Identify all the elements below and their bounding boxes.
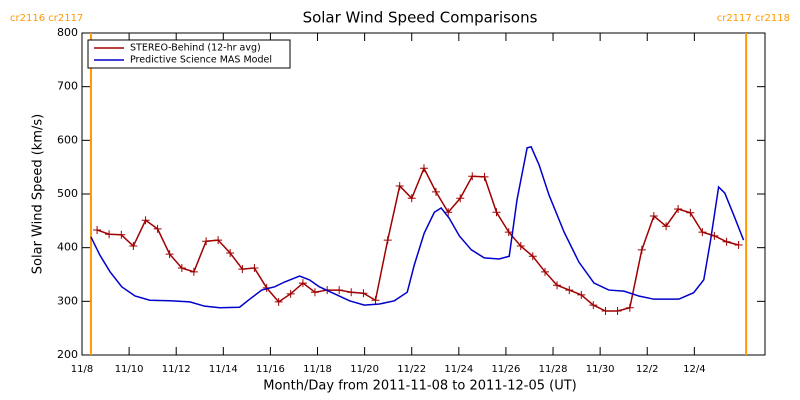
data-point — [589, 301, 598, 310]
data-point — [286, 289, 295, 298]
x-tick-label: 11/14 — [209, 364, 238, 375]
data-point — [226, 249, 235, 258]
data-point — [129, 242, 138, 251]
data-point — [310, 288, 319, 297]
data-point — [214, 236, 223, 245]
data-point — [528, 252, 537, 261]
data-point — [165, 250, 174, 259]
x-tick-label: 11/16 — [256, 364, 285, 375]
data-point — [601, 306, 610, 315]
data-point — [250, 264, 259, 273]
x-tick-label: 11/24 — [444, 364, 473, 375]
data-point — [625, 303, 634, 312]
data-point — [359, 289, 368, 298]
data-point — [444, 208, 453, 217]
legend-label: STEREO-Behind (12-hr avg) — [130, 43, 261, 54]
data-point — [480, 172, 489, 181]
x-tick-label: 11/30 — [586, 364, 615, 375]
data-point — [662, 222, 671, 231]
x-tick-label: 11/10 — [115, 364, 144, 375]
data-point — [504, 228, 513, 237]
data-point — [456, 194, 465, 203]
data-point — [177, 264, 186, 273]
legend-label: Predictive Science MAS Model — [130, 55, 272, 66]
data-point — [553, 281, 562, 290]
data-point — [431, 187, 440, 196]
data-point — [298, 279, 307, 288]
y-tick-label: 200 — [57, 348, 78, 361]
x-tick-label: 11/28 — [539, 364, 568, 375]
data-point — [637, 245, 646, 254]
data-point — [105, 230, 114, 239]
y-tick-label: 500 — [57, 187, 78, 200]
x-tick-label: 11/20 — [350, 364, 379, 375]
data-point — [395, 181, 404, 190]
data-point — [371, 296, 380, 305]
x-tick-label: 11/12 — [162, 364, 191, 375]
y-tick-label: 600 — [57, 133, 78, 146]
data-point — [649, 212, 658, 221]
data-point — [347, 288, 356, 297]
y-axis-label: Solar Wind Speed (km/s) — [31, 114, 46, 274]
data-point — [516, 242, 525, 251]
data-point — [565, 286, 574, 295]
x-tick-label: 12/2 — [636, 364, 658, 375]
y-tick-label: 700 — [57, 80, 78, 93]
rotation-label: cr2117 cr2118 — [717, 13, 790, 24]
y-tick-label: 800 — [57, 26, 78, 39]
chart-title: Solar Wind Speed Comparisons — [303, 9, 538, 27]
legend-box — [87, 39, 291, 69]
x-tick-label: 11/18 — [303, 364, 332, 375]
data-point — [492, 208, 501, 217]
data-point — [335, 286, 344, 295]
data-point — [189, 267, 198, 276]
data-point — [117, 230, 126, 239]
data-point — [613, 306, 622, 315]
x-tick-label: 11/8 — [71, 364, 93, 375]
data-point — [407, 194, 416, 203]
data-point — [93, 225, 102, 234]
data-point — [141, 216, 150, 225]
data-point — [274, 297, 283, 306]
data-point — [419, 164, 428, 173]
data-point — [541, 267, 550, 276]
x-tick-label: 11/26 — [492, 364, 521, 375]
data-point — [722, 237, 731, 246]
data-point — [698, 228, 707, 237]
data-point — [238, 265, 247, 274]
x-tick-label: 12/4 — [683, 364, 705, 375]
data-point — [577, 290, 586, 299]
data-point — [153, 224, 162, 233]
data-point — [468, 172, 477, 181]
x-axis-label: Month/Day from 2011-11-08 to 2011-12-05 … — [263, 379, 576, 394]
y-tick-label: 300 — [57, 294, 78, 307]
y-tick-label: 400 — [57, 241, 78, 254]
data-point — [734, 240, 743, 249]
rotation-label: cr2116 cr2117 — [10, 13, 83, 24]
x-tick-label: 11/22 — [397, 364, 426, 375]
data-point — [686, 208, 695, 217]
series-line — [96, 166, 739, 312]
data-point — [674, 205, 683, 214]
series-line — [90, 145, 745, 309]
data-point — [202, 237, 211, 246]
data-point — [383, 236, 392, 245]
